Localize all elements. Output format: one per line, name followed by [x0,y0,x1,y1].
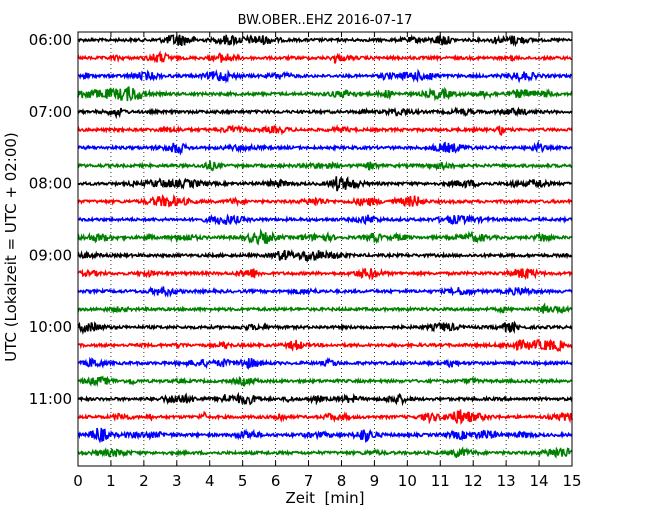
seismogram-trace [77,68,573,84]
x-tick-label: 7 [304,472,314,490]
x-tick-label: 10 [398,472,417,490]
seismogram-trace [77,409,573,425]
x-tick-label: 8 [337,472,347,490]
x-tick-label: 12 [464,472,483,490]
trace-layer [77,33,573,459]
grid-layer [110,32,540,466]
seismogram-trace [77,446,573,459]
x-tick-label: 15 [562,472,581,490]
seismogram-trace [77,285,573,298]
x-tick-label: 4 [205,472,215,490]
x-tick-label: 11 [431,472,450,490]
y-tick-label: 10:00 [29,318,72,336]
x-tick-label: 9 [370,472,380,490]
seismogram-trace [77,391,573,407]
seismogram-trace [77,320,573,336]
seismogram-trace [77,356,573,370]
x-axis: 0 1 2 3 4 5 6 7 8 9 10 11 12 13 14 15 [73,32,582,490]
x-tick-label: 3 [172,472,182,490]
y-axis-label: UTC (Lokalzeit = UTC + 02:00) [2,132,20,362]
seismogram-trace [77,267,573,281]
x-tick-label: 14 [530,472,549,490]
seismogram-trace [77,106,573,120]
seismogram-trace [77,160,573,172]
seismogram-trace [77,427,573,444]
x-tick-label: 6 [271,472,281,490]
plot-frame [77,31,573,467]
seismogram-trace [77,213,573,226]
seismogram-trace [77,338,573,353]
seismogram-trace [77,248,573,263]
x-tick-label: 0 [73,472,83,490]
seismogram-trace [77,140,573,156]
y-tick-label: 07:00 [29,103,72,121]
seismogram-trace [77,33,573,48]
x-tick-label: 5 [238,472,248,490]
seismogram-trace [77,227,573,246]
x-tick-label: 2 [139,472,149,490]
y-axis: 06:00 07:00 08:00 09:00 10:00 11:00 [29,31,83,408]
seismogram-trace [77,85,573,102]
seismogram-trace [77,194,573,208]
x-axis-label: Zeit [min] [285,489,364,507]
x-tick-label: 13 [497,472,516,490]
seismogram-trace [77,175,573,192]
y-tick-label: 06:00 [29,31,72,49]
y-tick-label: 09:00 [29,246,72,264]
seismogram-trace [77,50,573,64]
y-tick-label: 11:00 [29,390,72,408]
seismogram-trace [77,302,573,315]
y-tick-label: 08:00 [29,175,72,193]
seismogram-trace [77,375,573,388]
x-tick-label: 1 [106,472,116,490]
chart-title: BW.OBER..EHZ 2016-07-17 [238,13,413,28]
seismogram-trace [77,123,573,137]
